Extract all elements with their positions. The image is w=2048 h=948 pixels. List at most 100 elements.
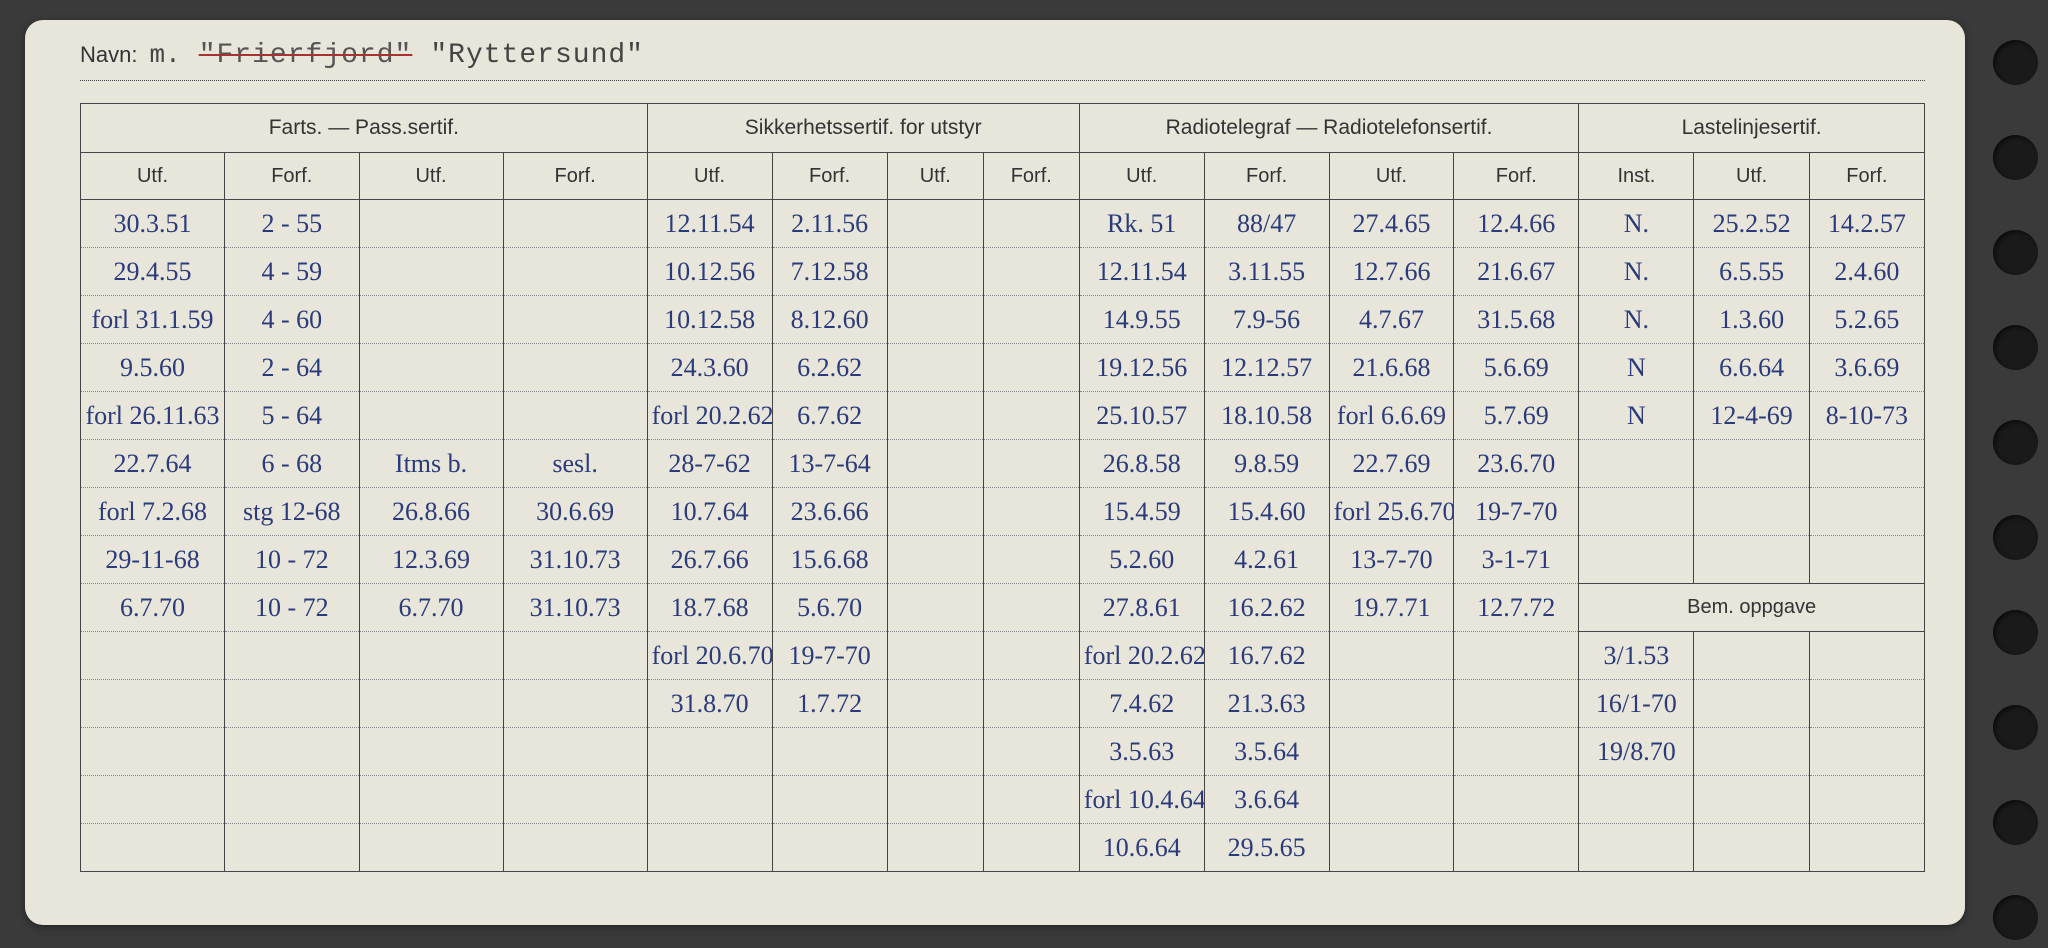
hole bbox=[1993, 895, 2038, 940]
group-laste: Lastelinjesertif. bbox=[1579, 104, 1925, 153]
cell bbox=[503, 392, 647, 440]
cell: 2 - 55 bbox=[225, 200, 359, 248]
cell: forl 6.6.69 bbox=[1329, 392, 1454, 440]
cell bbox=[983, 392, 1079, 440]
cell: N. bbox=[1579, 200, 1694, 248]
cell bbox=[1694, 488, 1809, 536]
cell bbox=[1694, 824, 1809, 872]
cell: 16/1-70 bbox=[1579, 680, 1694, 728]
cell bbox=[1329, 680, 1454, 728]
cell bbox=[1329, 776, 1454, 824]
cell: 21.6.67 bbox=[1454, 248, 1579, 296]
cell bbox=[887, 632, 983, 680]
cell: stg 12-68 bbox=[225, 488, 359, 536]
cell bbox=[1809, 488, 1924, 536]
table-row: 6.7.7010 - 726.7.7031.10.7318.7.685.6.70… bbox=[81, 584, 1925, 632]
cell: 15.4.60 bbox=[1204, 488, 1329, 536]
cell bbox=[359, 296, 503, 344]
cell: 6.5.55 bbox=[1694, 248, 1809, 296]
col-forf: Forf. bbox=[1809, 153, 1924, 200]
cell: 30.3.51 bbox=[81, 200, 225, 248]
cell bbox=[359, 392, 503, 440]
cell bbox=[887, 728, 983, 776]
cell: 31.8.70 bbox=[647, 680, 772, 728]
table-row: forl 31.1.594 - 6010.12.588.12.6014.9.55… bbox=[81, 296, 1925, 344]
cell: 12.11.54 bbox=[647, 200, 772, 248]
cell bbox=[1454, 680, 1579, 728]
cell: 2.11.56 bbox=[772, 200, 887, 248]
hole bbox=[1993, 705, 2038, 750]
cell bbox=[1809, 776, 1924, 824]
cell: forl 20.2.62 bbox=[1079, 632, 1204, 680]
cell: 5.6.69 bbox=[1454, 344, 1579, 392]
navn-strikethrough: "Frierfjord" bbox=[199, 40, 413, 71]
cell bbox=[1454, 824, 1579, 872]
cell: 21.3.63 bbox=[1204, 680, 1329, 728]
cell bbox=[225, 776, 359, 824]
cell: 26.8.58 bbox=[1079, 440, 1204, 488]
cell: 12.11.54 bbox=[1079, 248, 1204, 296]
cell: 14.9.55 bbox=[1079, 296, 1204, 344]
cell bbox=[887, 680, 983, 728]
cell: 9.5.60 bbox=[81, 344, 225, 392]
cell: 16.2.62 bbox=[1204, 584, 1329, 632]
cell bbox=[1809, 440, 1924, 488]
cell bbox=[359, 728, 503, 776]
cell: 31.10.73 bbox=[503, 536, 647, 584]
cell bbox=[983, 584, 1079, 632]
cell: 3/1.53 bbox=[1579, 632, 1694, 680]
cell bbox=[983, 536, 1079, 584]
cell: 31.5.68 bbox=[1454, 296, 1579, 344]
col-utf: Utf. bbox=[1694, 153, 1809, 200]
cell bbox=[887, 440, 983, 488]
hole bbox=[1993, 515, 2038, 560]
cell: 10.12.58 bbox=[647, 296, 772, 344]
cell: N. bbox=[1579, 296, 1694, 344]
cell: 21.6.68 bbox=[1329, 344, 1454, 392]
cell bbox=[983, 296, 1079, 344]
cell: 7.9-56 bbox=[1204, 296, 1329, 344]
cell: 19-7-70 bbox=[1454, 488, 1579, 536]
cell: 29.5.65 bbox=[1204, 824, 1329, 872]
cell bbox=[503, 776, 647, 824]
cell: Itms b. bbox=[359, 440, 503, 488]
cell bbox=[359, 200, 503, 248]
cell: 18.7.68 bbox=[647, 584, 772, 632]
cell: 26.8.66 bbox=[359, 488, 503, 536]
cell bbox=[887, 776, 983, 824]
cell bbox=[1579, 776, 1694, 824]
cell: 3.6.69 bbox=[1809, 344, 1924, 392]
hole bbox=[1993, 230, 2038, 275]
cell: 4.2.61 bbox=[1204, 536, 1329, 584]
cell: forl 20.2.62 bbox=[647, 392, 772, 440]
cell: 14.2.57 bbox=[1809, 200, 1924, 248]
table-row: 22.7.646 - 68Itms b.sesl.28-7-6213-7-642… bbox=[81, 440, 1925, 488]
cell bbox=[1694, 632, 1809, 680]
cell bbox=[887, 824, 983, 872]
cell bbox=[225, 680, 359, 728]
cell bbox=[983, 680, 1079, 728]
record-card: Navn: m. "Frierfjord" "Ryttersund" Farts… bbox=[25, 20, 1965, 925]
cell: 29.4.55 bbox=[81, 248, 225, 296]
col-forf: Forf. bbox=[503, 153, 647, 200]
cell: 3-1-71 bbox=[1454, 536, 1579, 584]
cell: N bbox=[1579, 392, 1694, 440]
cell: forl 7.2.68 bbox=[81, 488, 225, 536]
col-forf: Forf. bbox=[225, 153, 359, 200]
cell: 10.7.64 bbox=[647, 488, 772, 536]
cell: 28-7-62 bbox=[647, 440, 772, 488]
cell: 23.6.66 bbox=[772, 488, 887, 536]
cell bbox=[225, 728, 359, 776]
cell bbox=[983, 728, 1079, 776]
cell bbox=[983, 248, 1079, 296]
cell: 4.7.67 bbox=[1329, 296, 1454, 344]
hole bbox=[1993, 135, 2038, 180]
cell bbox=[1809, 824, 1924, 872]
navn-name: "Ryttersund" bbox=[430, 40, 644, 71]
cell bbox=[359, 344, 503, 392]
cell: 29-11-68 bbox=[81, 536, 225, 584]
col-utf: Utf. bbox=[647, 153, 772, 200]
cell: 12.12.57 bbox=[1204, 344, 1329, 392]
cell: forl 25.6.70 bbox=[1329, 488, 1454, 536]
cell: 7.12.58 bbox=[772, 248, 887, 296]
